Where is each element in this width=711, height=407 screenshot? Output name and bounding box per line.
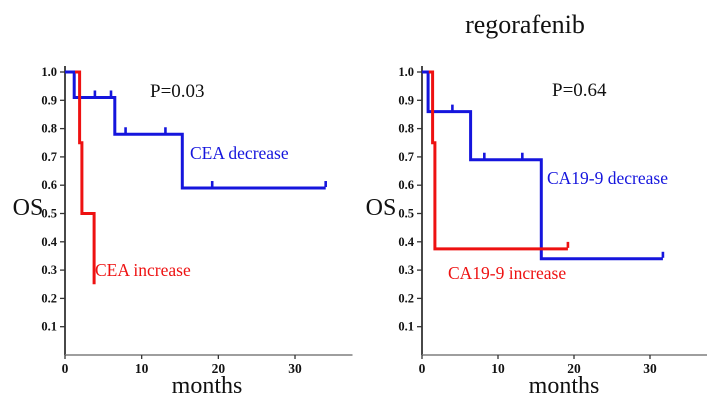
p-value-label: P=0.64 [552, 80, 607, 101]
y-tick-label: 0.1 [41, 320, 57, 334]
y-tick-label: 0.4 [41, 235, 57, 249]
y-tick-label: 0.9 [398, 93, 414, 107]
series-label: CEA decrease [190, 143, 289, 163]
y-tick-label: 0.3 [398, 263, 414, 277]
x-tick-label: 30 [643, 361, 657, 376]
series-label: CA19-9 increase [448, 263, 566, 283]
y-axis-title: OS [13, 195, 44, 221]
y-tick-label: 0.2 [398, 291, 414, 305]
y-tick-label: 0.3 [41, 263, 57, 277]
x-tick-label: 0 [419, 361, 426, 376]
x-axis-title: months [172, 373, 243, 399]
x-tick-label: 10 [135, 361, 149, 376]
y-tick-label: 0.1 [398, 320, 414, 334]
y-tick-label: 0.9 [41, 93, 57, 107]
x-tick-label: 30 [288, 361, 302, 376]
panel-ca19-9: 1.0 0.9 0.8 0.7 0.6 0.5 0.4 0.3 0.2 0.1 0 10 20 30 OS m… [366, 65, 707, 399]
y-tick-label: 0.8 [41, 122, 57, 136]
x-tick-label: 0 [62, 361, 69, 376]
panel-cea: 1.0 0.9 0.8 0.7 0.6 0.5 0.4 0.3 0.2 0.1 0 10 20 30 OS m… [13, 65, 353, 399]
x-tick-label: 10 [491, 361, 505, 376]
y-tick-label: 0.7 [398, 150, 414, 164]
y-tick-label: 0.6 [41, 178, 57, 192]
y-tick-label: 0.2 [41, 291, 57, 305]
y-tick-label: 0.4 [398, 235, 414, 249]
x-tick-label: 20 [567, 361, 581, 376]
y-tick-label: 0.5 [398, 207, 414, 221]
y-axis-title: OS [366, 195, 397, 221]
km-curve-cea-decrease [65, 70, 326, 190]
y-tick-label: 0.6 [398, 178, 414, 192]
x-tick-label: 20 [212, 361, 226, 376]
series-label: CEA increase [95, 260, 191, 280]
km-curve-ca19-9-increase [428, 70, 568, 251]
y-tick-label: 0.5 [41, 207, 57, 221]
y-tick-label: 1.0 [41, 65, 57, 79]
series-label: CA19-9 decrease [547, 168, 668, 188]
figure-title: regorafenib [465, 10, 585, 39]
y-tick-label: 0.7 [41, 150, 57, 164]
x-axis-title: months [529, 373, 600, 399]
p-value-label: P=0.03 [150, 81, 205, 102]
y-tick-label: 1.0 [398, 65, 414, 79]
km-curve-cea-increase [75, 70, 96, 285]
km-curve-ca19-9-decrease [422, 70, 663, 261]
y-tick-label: 0.8 [398, 122, 414, 136]
